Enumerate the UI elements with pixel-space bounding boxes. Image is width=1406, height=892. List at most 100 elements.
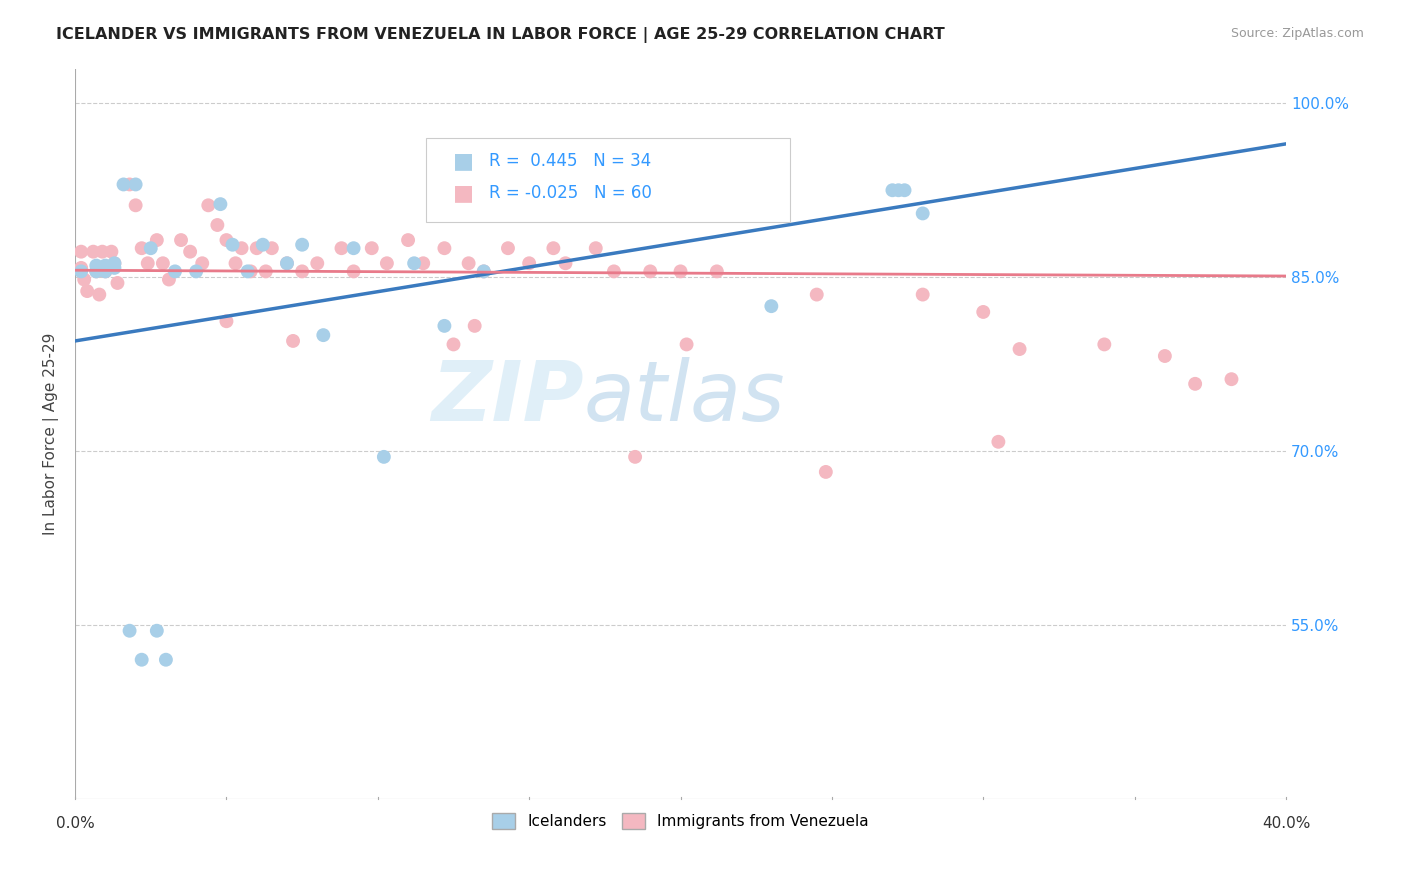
Point bbox=[730, 183, 752, 197]
Text: ■: ■ bbox=[453, 152, 474, 171]
Point bbox=[307, 256, 329, 270]
Text: R = -0.025   N = 60: R = -0.025 N = 60 bbox=[489, 185, 652, 202]
Point bbox=[972, 305, 994, 319]
Point bbox=[464, 318, 486, 333]
Point bbox=[360, 241, 382, 255]
Point bbox=[276, 256, 298, 270]
Point bbox=[100, 244, 122, 259]
Point bbox=[73, 272, 96, 286]
Point bbox=[1092, 337, 1115, 351]
Point bbox=[706, 264, 728, 278]
Point bbox=[70, 244, 93, 259]
Point bbox=[139, 241, 162, 255]
Point bbox=[291, 237, 314, 252]
Point bbox=[342, 241, 364, 255]
Point bbox=[82, 244, 104, 259]
Point bbox=[806, 287, 828, 301]
Point bbox=[433, 241, 456, 255]
Point bbox=[887, 183, 910, 197]
Point bbox=[136, 256, 159, 270]
Point bbox=[1008, 342, 1031, 356]
Point bbox=[761, 299, 783, 313]
Point bbox=[882, 183, 904, 197]
Point bbox=[246, 241, 269, 255]
Point bbox=[281, 334, 304, 348]
Point bbox=[131, 653, 153, 667]
Point bbox=[260, 241, 283, 255]
Point bbox=[186, 264, 208, 278]
Point bbox=[170, 233, 193, 247]
Point bbox=[1154, 349, 1177, 363]
Point bbox=[76, 284, 98, 298]
Point bbox=[70, 260, 93, 275]
Text: ZIP: ZIP bbox=[432, 357, 583, 438]
Point bbox=[239, 264, 262, 278]
Point bbox=[89, 287, 111, 301]
Point bbox=[103, 256, 125, 270]
Point bbox=[103, 260, 125, 275]
Text: R =  0.445   N = 34: R = 0.445 N = 34 bbox=[489, 153, 651, 170]
Text: atlas: atlas bbox=[583, 357, 786, 438]
Point bbox=[517, 256, 540, 270]
Point bbox=[669, 183, 692, 197]
Point bbox=[457, 256, 479, 270]
Point bbox=[197, 198, 219, 212]
Point bbox=[103, 256, 125, 270]
Text: ■: ■ bbox=[453, 184, 474, 203]
Point bbox=[118, 624, 141, 638]
Point bbox=[107, 276, 129, 290]
Text: 0.0%: 0.0% bbox=[56, 816, 94, 831]
Point bbox=[617, 183, 640, 197]
Point bbox=[624, 450, 647, 464]
Point bbox=[638, 264, 661, 278]
Point bbox=[911, 206, 934, 220]
Point bbox=[131, 241, 153, 255]
Point bbox=[404, 256, 426, 270]
Point bbox=[554, 256, 576, 270]
Point bbox=[433, 318, 456, 333]
Point bbox=[84, 259, 107, 273]
Legend: Icelanders, Immigrants from Venezuela: Icelanders, Immigrants from Venezuela bbox=[486, 806, 875, 835]
Point bbox=[84, 264, 107, 278]
Point bbox=[84, 264, 107, 278]
Point bbox=[291, 264, 314, 278]
Point bbox=[155, 653, 177, 667]
Point bbox=[94, 264, 117, 278]
Point bbox=[163, 264, 186, 278]
Point bbox=[700, 183, 723, 197]
Point bbox=[124, 178, 146, 192]
Point bbox=[157, 272, 180, 286]
Point bbox=[236, 264, 259, 278]
Point bbox=[645, 183, 668, 197]
Point bbox=[396, 233, 419, 247]
Point bbox=[543, 241, 565, 255]
Point bbox=[1220, 372, 1243, 386]
Point bbox=[276, 256, 298, 270]
FancyBboxPatch shape bbox=[426, 138, 790, 222]
Point bbox=[472, 264, 495, 278]
Point bbox=[330, 241, 353, 255]
Point bbox=[112, 178, 135, 192]
Point bbox=[1184, 376, 1206, 391]
Point bbox=[191, 256, 214, 270]
Text: 40.0%: 40.0% bbox=[1261, 816, 1310, 831]
Point bbox=[254, 264, 277, 278]
Text: Source: ZipAtlas.com: Source: ZipAtlas.com bbox=[1230, 27, 1364, 40]
Text: ICELANDER VS IMMIGRANTS FROM VENEZUELA IN LABOR FORCE | AGE 25-29 CORRELATION CH: ICELANDER VS IMMIGRANTS FROM VENEZUELA I… bbox=[56, 27, 945, 43]
Point bbox=[152, 256, 174, 270]
Point bbox=[585, 241, 607, 255]
Point bbox=[496, 241, 519, 255]
Point bbox=[215, 233, 238, 247]
Point bbox=[124, 198, 146, 212]
Point bbox=[412, 256, 434, 270]
Point bbox=[675, 337, 697, 351]
Point bbox=[231, 241, 253, 255]
Point bbox=[893, 183, 915, 197]
Point bbox=[146, 624, 169, 638]
Point bbox=[342, 264, 364, 278]
Point bbox=[472, 264, 495, 278]
Point bbox=[179, 244, 201, 259]
Point bbox=[221, 237, 243, 252]
Point bbox=[252, 237, 274, 252]
Point bbox=[94, 259, 117, 273]
